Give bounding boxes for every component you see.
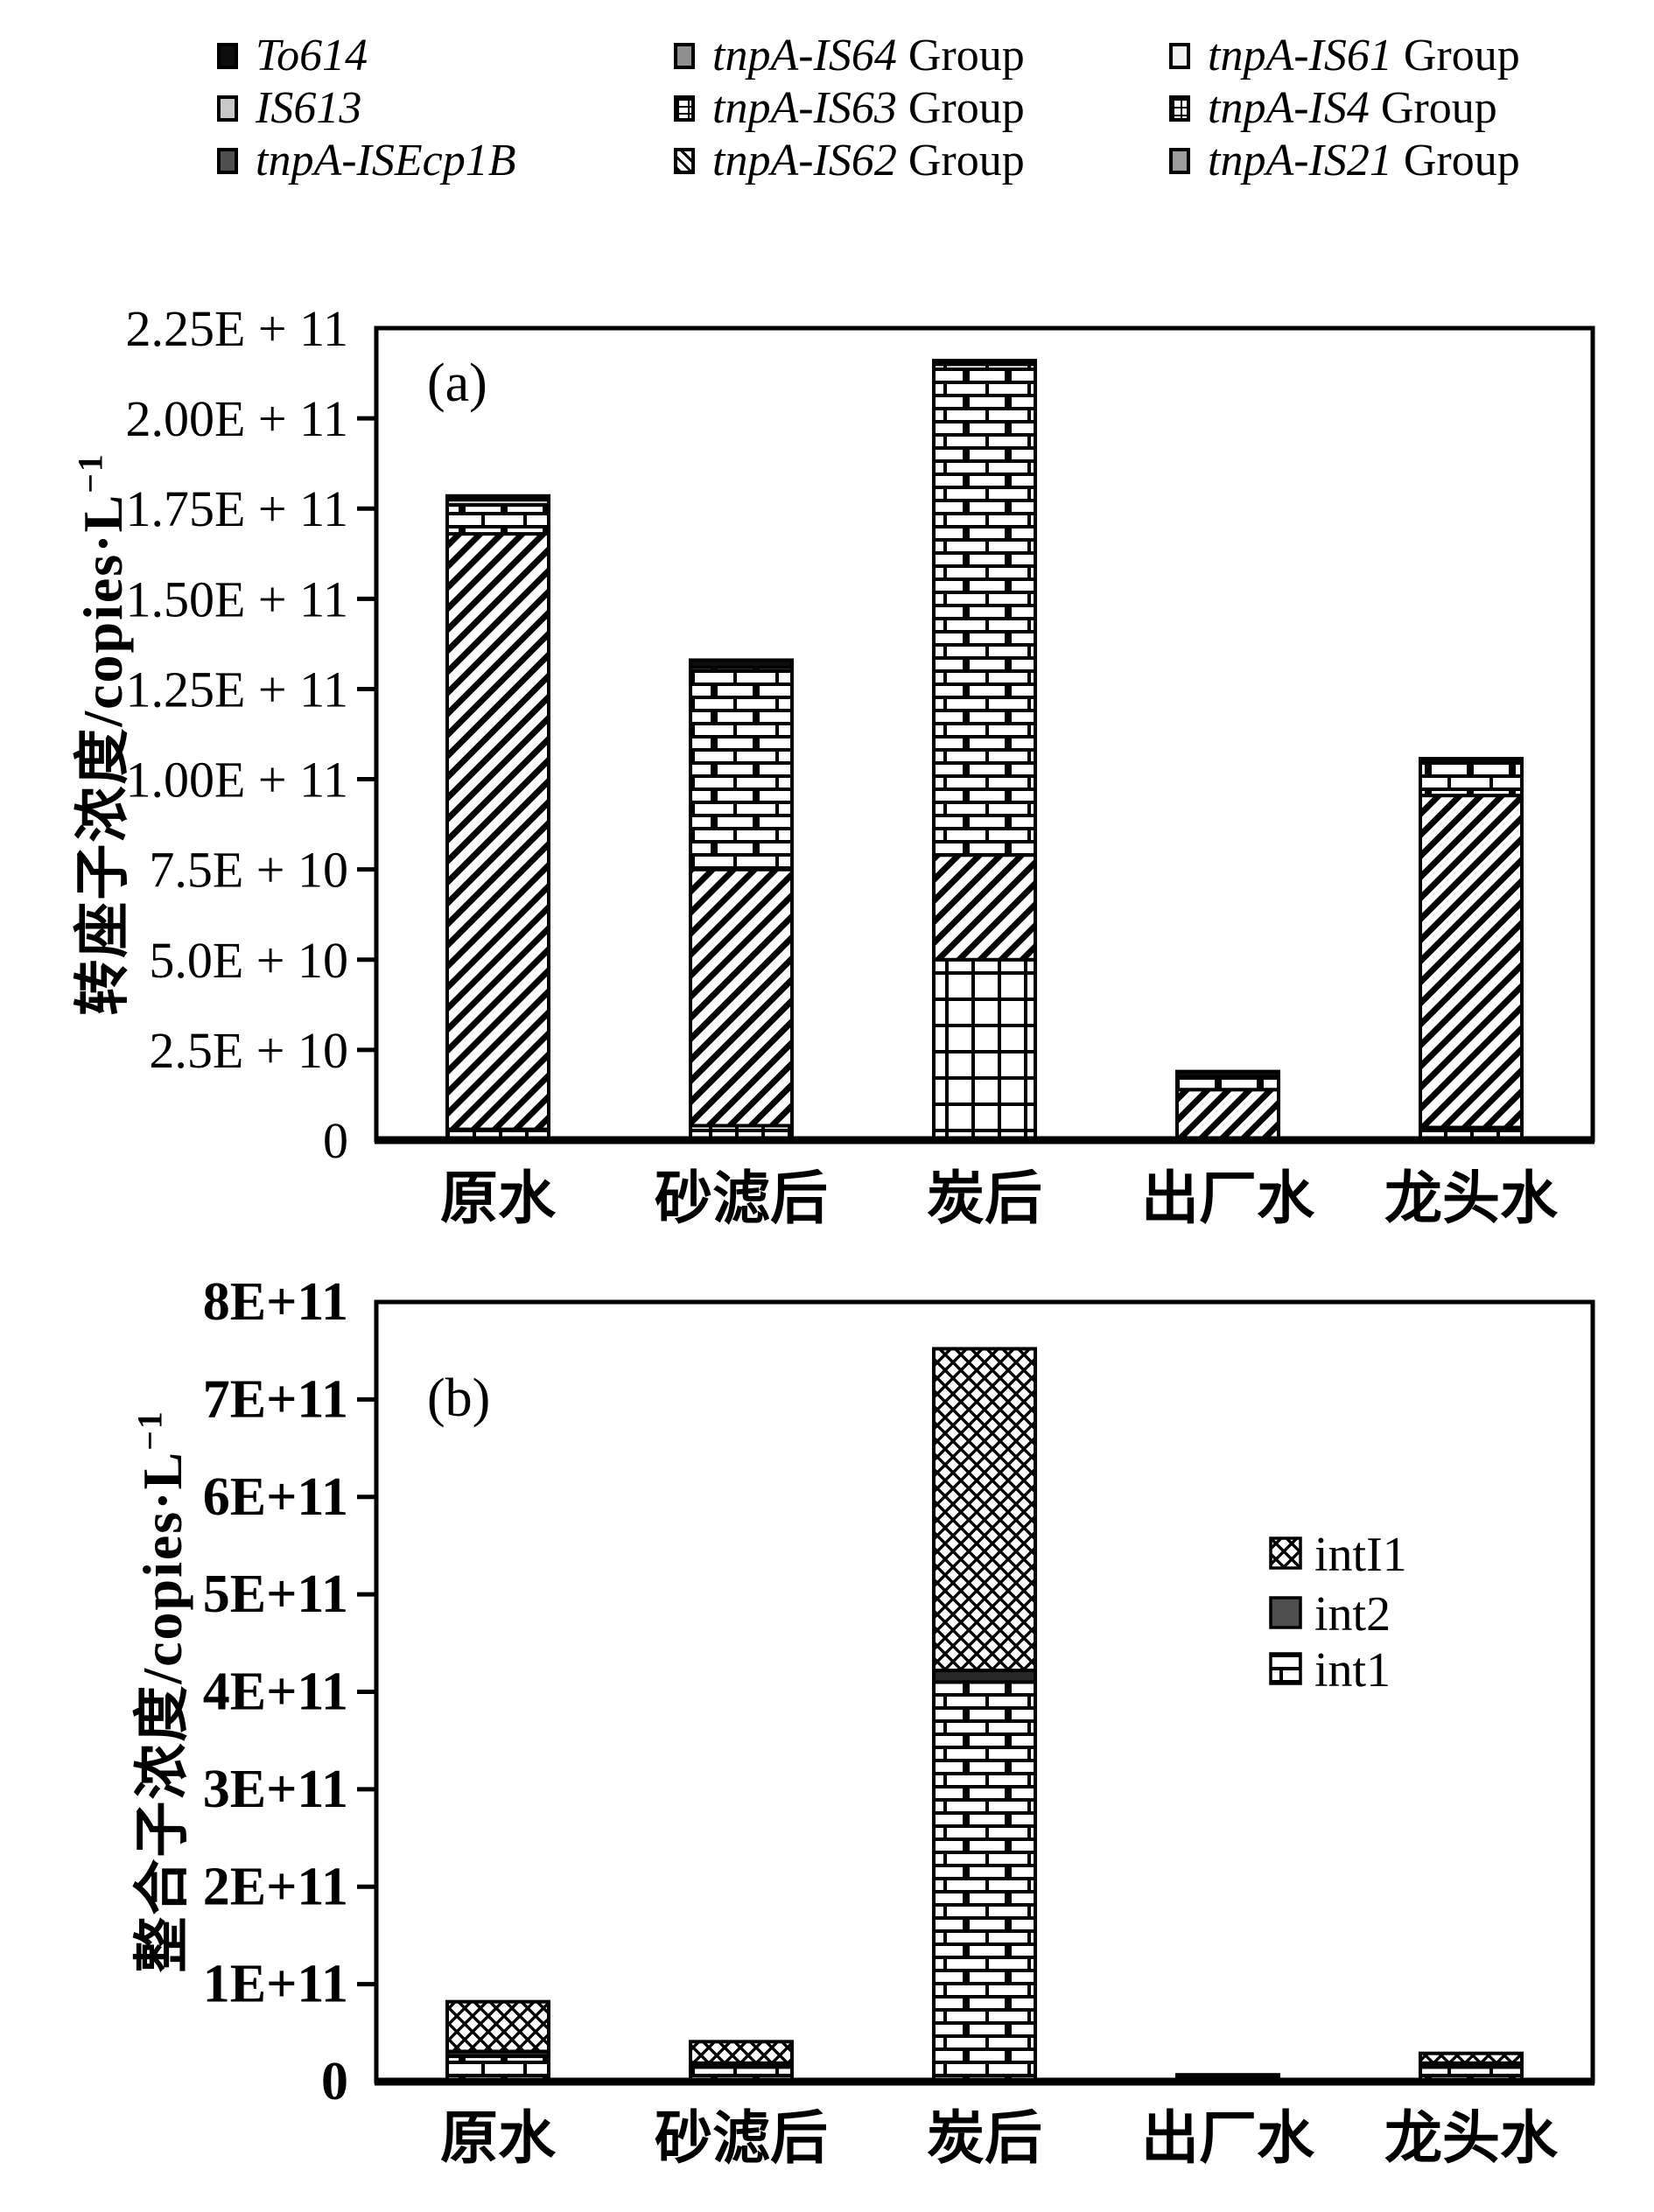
x-tick-label-炭后: 炭后 xyxy=(927,2107,1042,2171)
cross-swatch-icon xyxy=(1269,1536,1302,1570)
legend-series-label: tnpA-IS64 Group xyxy=(712,31,1025,80)
bar-segment-tnpA-IS63 Group-原水 xyxy=(445,503,550,536)
y-tick-label: 7E+11 xyxy=(203,1369,348,1429)
y-tick-label: 1.00E + 11 xyxy=(126,752,349,808)
x-tick-label-砂滤后: 砂滤后 xyxy=(655,2107,828,2171)
x-tick-label-出厂水: 出厂水 xyxy=(1141,1167,1315,1231)
bar-segment-intI1-原水 xyxy=(445,1999,550,2054)
legend-series-label: tnpA-IS21 Group xyxy=(1208,136,1520,186)
legend-series-label: tnpA-IS62 Group xyxy=(712,136,1025,186)
y-tick-label: 1E+11 xyxy=(203,1955,348,2014)
legend-item-tnpA-IS63: tnpA-IS63 Group xyxy=(674,82,1025,135)
grayMid2-swatch-icon xyxy=(1169,148,1190,174)
bar-segment-int2-出厂水 xyxy=(1175,2073,1280,2079)
grayLight-swatch-icon xyxy=(217,95,238,122)
y-tick-label: 1.75E + 11 xyxy=(126,480,349,537)
legend-item-tnpA-ISEcp1B: tnpA-ISEcp1B xyxy=(217,135,515,187)
y-tick-label: 4E+11 xyxy=(203,1662,348,1722)
y-tick-label: 2.00E + 11 xyxy=(126,390,349,447)
bar-segment-intI1-炭后 xyxy=(932,1347,1037,1672)
legend-column-3: tnpA-IS61 Group tnpA-IS4 Group tnpA-IS21 G… xyxy=(1169,30,1520,187)
y-tick-label: 5.0E + 10 xyxy=(149,932,348,989)
bar-segment-tnpA-IS62 Group-龙头水 xyxy=(1419,794,1524,1130)
bar-segment-intI1-龙头水 xyxy=(1419,2051,1524,2065)
legend-series-label: tnpA-IS61 Group xyxy=(1208,31,1520,80)
chart-a: 2.25E + 11 2.00E + 11 1.75E + 11 1.50E + 11… xyxy=(126,300,1595,1231)
y-tick-label: 0 xyxy=(323,1112,348,1169)
legend-series-label: tnpA-IS4 Group xyxy=(1208,83,1497,133)
bar-segment-To614-砂滤后 xyxy=(689,658,794,669)
legend-item-To614: To614 xyxy=(217,30,515,82)
grayMid-swatch-icon xyxy=(674,43,695,69)
bar-segment-tnpA-IS62 Group-出厂水 xyxy=(1175,1088,1280,1143)
brick-swatch-icon xyxy=(1269,1652,1302,1685)
legend-item-IS613: IS613 xyxy=(217,82,515,135)
brick-swatch-icon xyxy=(674,95,695,122)
legend-series-label: To614 xyxy=(256,31,368,80)
y-tick-label: 2.25E + 11 xyxy=(126,300,349,357)
y-tick-label: 1.25E + 11 xyxy=(126,661,349,718)
bar-segment-intI1-砂滤后 xyxy=(689,2040,794,2065)
legend-series-label: IS613 xyxy=(256,83,362,133)
bar-segment-int2-炭后 xyxy=(932,1668,1037,1684)
legend-item-tnpA-IS62: tnpA-IS62 Group xyxy=(674,135,1025,187)
legend-item-tnpA-IS61: tnpA-IS61 Group xyxy=(1169,30,1520,82)
legend-item-tnpA-IS64: tnpA-IS64 Group xyxy=(674,30,1025,82)
legend-series-label: tnpA-ISEcp1B xyxy=(256,136,516,186)
y-tick-label: 8E+11 xyxy=(203,1272,348,1332)
legend-column-1: To614 IS613 tnpA-ISEcp1B xyxy=(217,30,515,187)
legend-item-tnpA-IS4: tnpA-IS4 Group xyxy=(1169,82,1520,135)
x-tick-label-龙头水: 龙头水 xyxy=(1384,2107,1559,2171)
grid-swatch-icon xyxy=(1169,95,1190,122)
y-tick-label: 2E+11 xyxy=(203,1857,348,1916)
bar-segment-To614-出厂水 xyxy=(1175,1069,1280,1079)
bar-segment-To614-龙头水 xyxy=(1419,757,1524,765)
x-tick-label-出厂水: 出厂水 xyxy=(1141,2107,1315,2171)
bar-segment-tnpA-IS63 Group-出厂水 xyxy=(1175,1074,1280,1092)
y-tick-label: 0 xyxy=(321,2052,348,2111)
bar-segment-tnpA-IS63 Group-炭后 xyxy=(932,362,1037,858)
bar-segment-tnpA-IS63 Group-砂滤后 xyxy=(689,665,794,872)
legend-item-intI1: intI1 xyxy=(1314,1528,1407,1582)
legend-item-tnpA-IS21: tnpA-IS21 Group xyxy=(1169,135,1520,187)
whiteSq-swatch-icon xyxy=(1169,43,1190,69)
bar-segment-To614-原水 xyxy=(445,494,550,501)
x-tick-label-原水: 原水 xyxy=(440,2107,557,2171)
x-tick-label-炭后: 炭后 xyxy=(927,1167,1042,1231)
black-swatch-icon xyxy=(217,43,238,69)
x-tick-label-原水: 原水 xyxy=(440,1167,557,1231)
legend-item-int1: int1 xyxy=(1314,1643,1391,1698)
bar-segment-tnpA-IS62 Group-炭后 xyxy=(932,853,1037,962)
grayDark-swatch-icon xyxy=(217,148,238,174)
y-tick-label: 7.5E + 10 xyxy=(149,842,348,899)
bar-segment-tnpA-IS62 Group-原水 xyxy=(445,532,550,1131)
chart-b: 8E+11 7E+11 6E+11 5E+11 4E+11 3E+11 2E+11 1E+11… xyxy=(203,1272,1595,2171)
y-tick-label: 3E+11 xyxy=(203,1760,348,1819)
grayDark-swatch-icon xyxy=(1269,1596,1302,1629)
y-tick-label: 1.50E + 11 xyxy=(126,570,349,627)
bar-segment-To614-炭后 xyxy=(932,359,1037,367)
legend-column-2: tnpA-IS64 Group tnpA-IS63 Group tnpA-IS62 … xyxy=(674,30,1025,187)
panel-label-b: (b) xyxy=(427,1368,490,1428)
x-tick-label-龙头水: 龙头水 xyxy=(1384,1167,1559,1231)
bar-segment-int1-炭后 xyxy=(932,1680,1037,2084)
panel-label-a: (a) xyxy=(427,354,487,413)
y-tick-label: 2.5E + 10 xyxy=(149,1022,348,1079)
y-tick-label: 5E+11 xyxy=(203,1564,348,1624)
legend-item-int2: int2 xyxy=(1314,1587,1391,1642)
diag-swatch-icon xyxy=(674,148,695,174)
legend-series-label: tnpA-IS63 Group xyxy=(712,83,1025,133)
bar-segment-tnpA-IS4 Group-炭后 xyxy=(932,957,1037,1143)
y-tick-label: 6E+11 xyxy=(203,1467,348,1527)
bar-segment-tnpA-IS62 Group-砂滤后 xyxy=(689,867,794,1128)
x-tick-label-砂滤后: 砂滤后 xyxy=(655,1167,828,1231)
bar-segment-tnpA-IS63 Group-龙头水 xyxy=(1419,760,1524,798)
